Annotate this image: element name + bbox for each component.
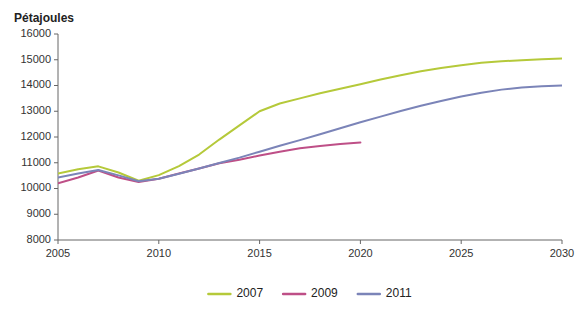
y-tick xyxy=(54,188,58,189)
y-tick-label: 13000 xyxy=(20,104,51,116)
lines xyxy=(58,58,562,183)
legend-item: 2007 xyxy=(208,286,263,300)
y-tick xyxy=(54,214,58,215)
x-tick xyxy=(360,240,361,244)
legend-swatch xyxy=(208,293,230,296)
series-line xyxy=(58,86,562,182)
y-tick-label: 14000 xyxy=(20,78,51,90)
y-tick-label: 11000 xyxy=(21,156,51,168)
y-tick-label: 15000 xyxy=(20,53,51,65)
x-tick-label: 2015 xyxy=(247,247,271,259)
legend-item: 2011 xyxy=(358,286,412,300)
y-tick xyxy=(54,162,58,163)
y-tick xyxy=(54,85,58,86)
y-tick xyxy=(54,240,58,241)
y-tick-label: 12000 xyxy=(20,130,51,142)
x-tick xyxy=(158,240,159,244)
legend-label: 2009 xyxy=(311,286,338,300)
y-tick-label: 8000 xyxy=(27,233,51,245)
legend: 2007 2009 2011 xyxy=(208,286,412,300)
y-tick xyxy=(54,34,58,35)
series-line xyxy=(58,142,360,183)
chart: 8000 9000 10000 11000 12000 13000 14000 15000 16… xyxy=(0,0,580,310)
legend-label: 2007 xyxy=(236,286,263,300)
x-tick xyxy=(461,240,462,244)
y-tick-label: 9000 xyxy=(27,207,51,219)
x-tick xyxy=(562,240,563,244)
legend-swatch xyxy=(283,293,305,296)
x-tick xyxy=(259,240,260,244)
legend-swatch xyxy=(358,293,380,296)
series-line xyxy=(58,58,562,180)
y-axis-label: Pétajoules xyxy=(14,11,74,25)
legend-item: 2009 xyxy=(283,286,338,300)
background xyxy=(0,0,580,310)
x-axis-line xyxy=(58,240,562,241)
y-tick-label: 10000 xyxy=(20,181,51,193)
y-tick xyxy=(54,59,58,60)
y-tick xyxy=(54,137,58,138)
x-tick-label: 2025 xyxy=(449,247,473,259)
legend-label: 2011 xyxy=(386,286,412,300)
x-tick-label: 2005 xyxy=(46,247,70,259)
x-tick xyxy=(58,240,59,244)
y-tick-label: 16000 xyxy=(20,27,51,39)
x-tick-label: 2010 xyxy=(147,247,171,259)
x-tick-label: 2030 xyxy=(550,247,574,259)
axes: 8000 9000 10000 11000 12000 13000 14000 15000 16… xyxy=(20,27,574,259)
y-tick xyxy=(54,111,58,112)
x-tick-label: 2020 xyxy=(348,247,372,259)
